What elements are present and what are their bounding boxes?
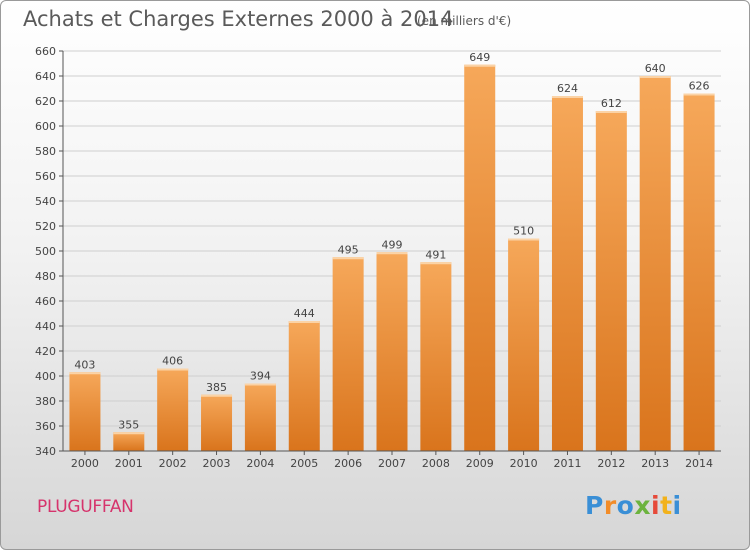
bar-highlight bbox=[464, 64, 496, 67]
data-label: 499 bbox=[382, 238, 403, 251]
logo-letter: i bbox=[672, 491, 682, 520]
logo-letter: P bbox=[585, 491, 604, 520]
y-tick-label: 540 bbox=[35, 195, 56, 208]
data-label: 406 bbox=[162, 355, 183, 368]
data-label: 385 bbox=[206, 381, 227, 394]
y-tick-label: 660 bbox=[35, 45, 56, 58]
bar-2011 bbox=[551, 96, 583, 451]
chart-title: Achats et Charges Externes 2000 à 2014 bbox=[23, 7, 454, 31]
x-tick-label: 2012 bbox=[597, 457, 625, 470]
bar-highlight bbox=[157, 368, 189, 371]
y-tick-label: 400 bbox=[35, 370, 56, 383]
bars: 403 355 406 385 394 444 495 499 491 649 510 624 612 6… bbox=[69, 51, 715, 451]
bar-2006 bbox=[332, 257, 364, 451]
proxiti-logo: Proxiti bbox=[585, 491, 682, 520]
x-tick-label: 2007 bbox=[378, 457, 406, 470]
y-tick-label: 460 bbox=[35, 295, 56, 308]
y-tick-label: 600 bbox=[35, 120, 56, 133]
bar-2001 bbox=[113, 432, 145, 451]
bar-2012 bbox=[595, 111, 627, 451]
bar-2003 bbox=[201, 394, 233, 451]
unit-note: (en milliers d'€) bbox=[417, 14, 512, 28]
y-tick-label: 500 bbox=[35, 245, 56, 258]
y-tick-label: 360 bbox=[35, 420, 56, 433]
logo-letter: i bbox=[651, 491, 661, 520]
y-tick-label: 380 bbox=[35, 395, 56, 408]
x-tick-label: 2009 bbox=[466, 457, 494, 470]
bar-2007 bbox=[376, 252, 408, 451]
data-label: 491 bbox=[425, 248, 446, 261]
y-tick-label: 440 bbox=[35, 320, 56, 333]
bar-2008 bbox=[420, 262, 452, 451]
x-tick-label: 2014 bbox=[685, 457, 713, 470]
bar-2014 bbox=[683, 93, 715, 451]
x-tick-label: 2006 bbox=[334, 457, 362, 470]
logo-letter: r bbox=[603, 491, 617, 520]
y-tick-label: 640 bbox=[35, 70, 56, 83]
bar-highlight bbox=[69, 372, 101, 375]
data-label: 510 bbox=[513, 225, 534, 238]
y-tick-label: 620 bbox=[35, 95, 56, 108]
bar-highlight bbox=[420, 262, 452, 265]
data-label: 495 bbox=[338, 243, 359, 256]
bar-highlight bbox=[376, 252, 408, 255]
bar-2010 bbox=[508, 238, 540, 451]
bar-highlight bbox=[551, 96, 583, 98]
x-tick-label: 2011 bbox=[553, 457, 581, 470]
bar-2009 bbox=[464, 64, 496, 451]
bar-highlight bbox=[201, 394, 233, 397]
bar-highlight bbox=[508, 238, 540, 241]
y-tick-label: 520 bbox=[35, 220, 56, 233]
x-tick-label: 2000 bbox=[71, 457, 99, 470]
x-tick-label: 2008 bbox=[422, 457, 450, 470]
y-tick-label: 580 bbox=[35, 145, 56, 158]
x-tick-label: 2002 bbox=[159, 457, 187, 470]
bar-2005 bbox=[288, 321, 320, 451]
logo-letter: t bbox=[660, 491, 673, 520]
data-label: 394 bbox=[250, 370, 271, 383]
bar-highlight bbox=[332, 257, 364, 260]
logo-letter: o bbox=[616, 491, 635, 520]
bar-2013 bbox=[639, 76, 671, 451]
bar-highlight bbox=[639, 76, 671, 78]
data-label: 403 bbox=[74, 358, 95, 371]
data-label: 355 bbox=[118, 418, 139, 431]
x-tick-label: 2003 bbox=[203, 457, 231, 470]
x-tick-label: 2001 bbox=[115, 457, 143, 470]
y-tick-label: 340 bbox=[35, 445, 56, 458]
bar-highlight bbox=[113, 432, 145, 435]
bar-2004 bbox=[244, 383, 276, 451]
bar-highlight bbox=[683, 93, 715, 96]
bar-2002 bbox=[157, 368, 189, 451]
y-tick-label: 480 bbox=[35, 270, 56, 283]
logo-letter: x bbox=[634, 491, 651, 520]
bar-highlight bbox=[244, 383, 276, 386]
x-tick-label: 2010 bbox=[510, 457, 538, 470]
bar-highlight bbox=[595, 111, 627, 113]
data-label: 649 bbox=[469, 51, 490, 64]
x-tick-label: 2004 bbox=[246, 457, 274, 470]
data-label: 626 bbox=[689, 80, 710, 93]
bar-2000 bbox=[69, 372, 101, 451]
x-tick-label: 2013 bbox=[641, 457, 669, 470]
y-tick-label: 420 bbox=[35, 345, 56, 358]
y-tick-label: 560 bbox=[35, 170, 56, 183]
data-label: 624 bbox=[557, 82, 578, 95]
data-label: 444 bbox=[294, 307, 315, 320]
commune-name: PLUGUFFAN bbox=[37, 497, 134, 517]
bar-highlight bbox=[288, 321, 320, 323]
axes: 340 360 380 400 420 440 460 480 500 520 540 560 580 6… bbox=[35, 45, 721, 470]
data-label: 612 bbox=[601, 97, 622, 110]
x-tick-label: 2005 bbox=[290, 457, 318, 470]
data-label: 640 bbox=[645, 62, 666, 75]
